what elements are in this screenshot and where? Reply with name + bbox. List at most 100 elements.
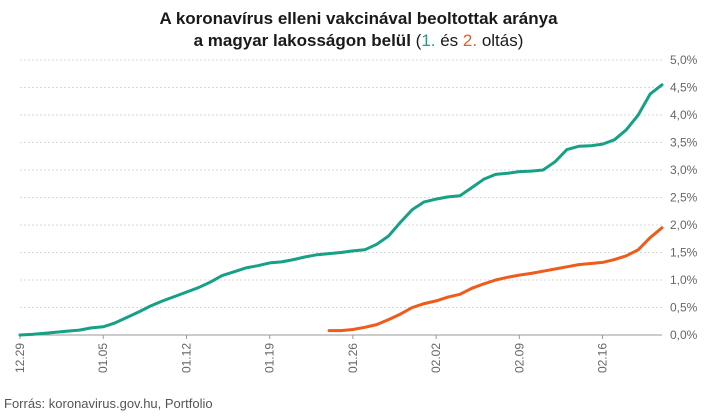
x-tick-label: 02.16 [596, 343, 610, 373]
y-tick-label: 0,5% [670, 301, 698, 315]
title-and: és [435, 31, 463, 50]
y-tick-label: 2,5% [670, 191, 698, 205]
y-tick-label: 1,5% [670, 246, 698, 260]
y-tick-label: 4,5% [670, 81, 698, 95]
data-point-dose-2 [541, 270, 545, 273]
data-point-dose-2 [553, 267, 557, 271]
y-tick-label: 5,0% [670, 53, 698, 67]
title-line-1: A koronavírus elleni vakcinával beoltott… [159, 9, 558, 28]
data-point-dose-2 [399, 312, 402, 316]
y-tick-label: 1,0% [670, 273, 698, 287]
line-chart: 0,0% 0,5% 1,0% 1,5% 2,0% 2,5% 3,0% 3,5% 4,0% 4,5%… [13, 53, 698, 373]
data-point-dose-1 [327, 252, 331, 255]
data-point-dose-1 [482, 178, 485, 181]
data-point-dose-2 [660, 226, 664, 229]
data-point-dose-2 [506, 276, 509, 279]
data-point-dose-1 [387, 234, 390, 238]
data-point-dose-1 [304, 255, 307, 259]
data-point-dose-1 [518, 170, 521, 173]
data-point-dose-1 [589, 144, 592, 147]
data-point-dose-2 [339, 329, 343, 332]
chart-title: A koronavírus elleni vakcinával beoltott… [0, 8, 717, 52]
data-point-dose-1 [577, 145, 580, 148]
data-point-dose-1 [78, 328, 81, 332]
data-point-dose-1 [220, 274, 224, 277]
data-point-dose-2 [625, 254, 628, 257]
y-tick-label: 3,0% [670, 163, 698, 177]
data-point-dose-2 [589, 262, 592, 265]
data-point-dose-1 [601, 142, 604, 146]
data-point-dose-2 [434, 299, 438, 303]
data-point-dose-1 [173, 295, 176, 298]
data-point-dose-2 [494, 278, 497, 282]
data-point-dose-1 [399, 221, 402, 224]
data-point-dose-1 [506, 172, 509, 175]
data-point-dose-2 [565, 265, 569, 268]
source-note: Forrás: koronavirus.gov.hu, Portfolio [4, 396, 213, 411]
data-point-dose-1 [339, 251, 343, 254]
data-point-dose-1 [423, 200, 426, 204]
data-point-dose-2 [446, 295, 450, 299]
data-point-dose-1 [660, 83, 664, 87]
data-point-dose-1 [530, 169, 533, 173]
data-point-dose-1 [125, 316, 129, 319]
data-point-dose-2 [327, 329, 331, 332]
data-point-dose-2 [351, 328, 355, 331]
data-point-dose-1 [637, 113, 640, 117]
data-point-dose-2 [423, 302, 426, 305]
data-point-dose-1 [434, 197, 438, 201]
data-point-dose-1 [256, 264, 259, 267]
x-tick-label: 02.02 [429, 343, 443, 373]
title-paren-open: ( [410, 31, 422, 50]
data-point-dose-2 [601, 261, 604, 264]
data-point-dose-1 [411, 208, 414, 211]
data-point-dose-2 [411, 306, 414, 309]
data-point-dose-1 [351, 249, 355, 253]
data-point-dose-1 [54, 331, 57, 334]
data-point-dose-1 [30, 333, 34, 336]
title-dose2: 2. [462, 31, 478, 50]
data-point-dose-1 [446, 195, 450, 199]
data-point-dose-1 [458, 194, 462, 197]
data-point-dose-2 [637, 248, 640, 251]
title-dose1: 1. [421, 31, 436, 50]
data-point-dose-1 [161, 299, 164, 303]
data-point-dose-1 [209, 281, 212, 284]
title-line-2-prefix: a magyar lakosságon belül [193, 31, 411, 50]
data-point-dose-1 [42, 332, 45, 335]
data-point-dose-1 [232, 270, 236, 273]
data-point-dose-1 [137, 310, 141, 314]
title-line-2: a magyar lakosságon belül (1. és 2. oltá… [0, 30, 717, 52]
data-point-dose-1 [375, 243, 378, 246]
data-point-dose-2 [387, 318, 390, 321]
data-point-dose-1 [197, 286, 200, 289]
data-point-dose-1 [494, 173, 497, 176]
data-point-dose-2 [648, 236, 652, 239]
data-point-dose-1 [280, 260, 283, 264]
data-point-dose-1 [244, 266, 248, 270]
data-point-dose-1 [268, 261, 271, 265]
series-line-dose-1 [18, 83, 664, 337]
x-tick-label: 01.26 [346, 343, 360, 373]
y-tick-label: 4,0% [670, 108, 698, 122]
data-point-dose-1 [316, 253, 319, 256]
data-point-dose-2 [375, 323, 378, 326]
data-point-dose-1 [470, 186, 473, 189]
data-point-dose-1 [625, 128, 628, 131]
data-point-dose-1 [363, 248, 366, 251]
y-tick-label: 3,5% [670, 136, 698, 150]
data-point-dose-1 [113, 321, 117, 325]
data-point-dose-2 [530, 272, 533, 275]
data-point-dose-1 [90, 326, 93, 330]
data-point-dose-1 [66, 329, 69, 333]
y-tick-label: 0,0% [670, 328, 698, 342]
data-point-dose-1 [565, 148, 569, 151]
x-tick-label: 12.29 [13, 343, 27, 373]
data-point-dose-1 [149, 304, 152, 308]
data-point-dose-1 [292, 258, 295, 261]
x-tick-label: 01.19 [263, 343, 277, 373]
data-point-dose-2 [363, 326, 366, 329]
data-point-dose-2 [577, 263, 580, 266]
title-suffix: oltás) [477, 31, 524, 50]
data-point-dose-1 [553, 160, 557, 163]
